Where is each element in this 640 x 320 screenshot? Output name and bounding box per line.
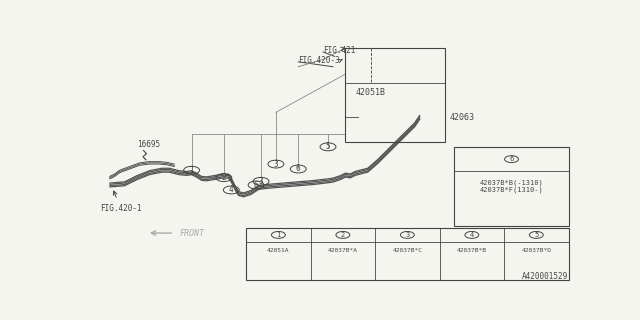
- Text: FRONT: FRONT: [179, 228, 204, 237]
- Text: 3: 3: [274, 160, 278, 169]
- Text: 42037B*A: 42037B*A: [328, 248, 358, 253]
- Text: 42051B: 42051B: [355, 88, 385, 97]
- Text: 5: 5: [534, 232, 538, 238]
- Text: 5: 5: [326, 142, 330, 151]
- Text: 42063: 42063: [449, 113, 474, 122]
- Text: A420001529: A420001529: [522, 272, 568, 281]
- Text: 1: 1: [189, 166, 194, 175]
- Text: 3: 3: [259, 177, 263, 186]
- Text: FIG.420-3: FIG.420-3: [298, 56, 340, 65]
- Text: FIG.420-1: FIG.420-1: [100, 204, 141, 213]
- Text: 1: 1: [276, 232, 280, 238]
- Bar: [346, 48, 445, 142]
- Text: 3: 3: [405, 232, 410, 238]
- Text: 4: 4: [229, 185, 234, 195]
- Text: 6: 6: [509, 156, 514, 162]
- Text: 42051A: 42051A: [267, 248, 290, 253]
- Text: 42037B*D: 42037B*D: [522, 248, 551, 253]
- Text: 16695: 16695: [137, 140, 160, 149]
- Text: FIG.421: FIG.421: [323, 46, 355, 55]
- Text: 42037B*B: 42037B*B: [457, 248, 487, 253]
- Text: 42037B*C: 42037B*C: [392, 248, 422, 253]
- Text: 6: 6: [254, 180, 259, 189]
- Bar: [454, 147, 568, 226]
- Bar: [246, 228, 568, 280]
- Text: 6: 6: [296, 164, 301, 173]
- Text: 4: 4: [470, 232, 474, 238]
- Text: 42037B*B(-1310): 42037B*B(-1310): [479, 179, 543, 186]
- Text: 2: 2: [221, 173, 226, 182]
- Text: 42037B*F(1310-): 42037B*F(1310-): [479, 187, 543, 193]
- Text: 2: 2: [340, 232, 345, 238]
